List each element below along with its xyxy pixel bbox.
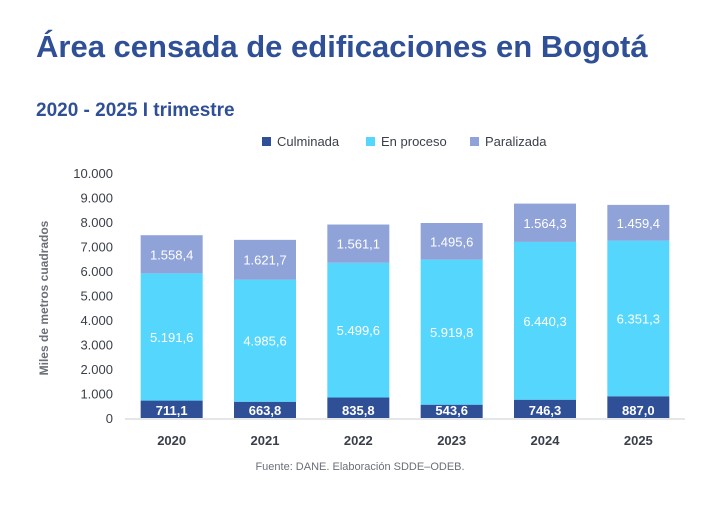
- y-tick-label: 3.000: [80, 338, 113, 353]
- bar-segment-culminada: [420, 404, 483, 418]
- bar-segment-culminada: [234, 401, 296, 418]
- y-tick-label: 2.000: [80, 362, 113, 377]
- bar-segment-culminada: [607, 396, 670, 418]
- y-tick-label: 6.000: [80, 264, 113, 279]
- x-tick-label: 2022: [344, 433, 373, 448]
- y-tick-label: 8.000: [80, 215, 113, 230]
- y-tick-label: 4.000: [80, 313, 113, 328]
- bar-segment-en-proceso: [420, 259, 483, 405]
- data-label: 1.558,4: [150, 247, 193, 262]
- bar-segment-paralizada: [140, 235, 203, 274]
- data-label: 1.561,1: [337, 237, 380, 252]
- bar-segment-en-proceso: [140, 273, 203, 401]
- bar-segment-paralizada: [234, 239, 296, 280]
- legend-label-culminada: Culminada: [277, 134, 340, 149]
- data-label: 711,1: [156, 403, 188, 418]
- bar-segment-paralizada: [327, 224, 390, 263]
- data-label: 663,8: [249, 403, 282, 418]
- x-axis-ticks: 2020 2021 2022 2023 2024 2025: [157, 433, 653, 448]
- data-label: 1.564,3: [523, 216, 566, 231]
- data-label: 5.191,6: [150, 330, 193, 345]
- bar-segment-culminada: [514, 399, 576, 418]
- bar-segment-en-proceso: [234, 279, 296, 402]
- legend: Culminada En proceso Paralizada: [0, 134, 720, 154]
- data-label: 5.919,8: [430, 325, 473, 340]
- data-label: 543,6: [435, 403, 468, 418]
- legend-item-en-proceso: En proceso: [366, 134, 447, 149]
- y-tick-label: 1.000: [80, 387, 113, 402]
- legend-swatch-culminada: [262, 137, 271, 146]
- bar-segment-paralizada: [607, 204, 670, 241]
- y-tick-label: 10.000: [73, 166, 113, 181]
- bar-segment-en-proceso: [514, 241, 576, 400]
- data-label: 887,0: [622, 403, 655, 418]
- bar-segment-culminada: [327, 397, 390, 418]
- data-label: 746,3: [529, 403, 562, 418]
- data-label: 835,8: [342, 403, 375, 418]
- legend-swatch-en-proceso: [366, 137, 375, 146]
- data-label: 4.985,6: [243, 334, 286, 349]
- data-label: 1.621,7: [243, 253, 286, 268]
- bar-segment-paralizada: [514, 203, 576, 242]
- source-note: Fuente: DANE. Elaboración SDDE–ODEB.: [255, 461, 465, 473]
- bar-segment-culminada: [140, 400, 203, 418]
- data-label: 6.440,3: [523, 314, 566, 329]
- legend-label-en-proceso: En proceso: [381, 134, 447, 149]
- y-axis-ticks: 0 1.000 2.000 3.000 4.000 5.000 6.000 7.000 8.00…: [73, 166, 113, 426]
- x-tick-label: 2024: [531, 433, 561, 448]
- data-label: 1.495,6: [430, 234, 473, 249]
- chart-subtitle: 2020 - 2025 I trimestre: [36, 100, 235, 121]
- y-tick-label: 7.000: [80, 240, 113, 255]
- data-label: 5.499,6: [337, 323, 380, 338]
- legend-label-paralizada: Paralizada: [485, 134, 547, 149]
- y-tick-label: 5.000: [80, 289, 113, 304]
- x-tick-label: 2025: [624, 433, 653, 448]
- data-label: 1.459,4: [617, 216, 660, 231]
- x-tick-label: 2020: [157, 433, 186, 448]
- bar-segment-paralizada: [420, 223, 483, 260]
- y-tick-label: 9.000: [80, 191, 113, 206]
- y-tick-label: 0: [106, 411, 113, 426]
- legend-swatch-paralizada: [470, 137, 479, 146]
- x-tick-label: 2021: [251, 433, 280, 448]
- chart-title: Área censada de edificaciones en Bogotá: [36, 29, 648, 64]
- x-tick-label: 2023: [437, 433, 466, 448]
- data-label: 6.351,3: [617, 311, 660, 326]
- legend-item-culminada: Culminada: [262, 134, 339, 149]
- legend-item-paralizada: Paralizada: [470, 134, 546, 149]
- bar-segment-en-proceso: [327, 262, 390, 398]
- bar-segment-en-proceso: [607, 240, 670, 397]
- stacked-bars: 711,1 5.191,6 1.558,4 663,8 4.985,6 1.621,7 83…: [140, 203, 670, 418]
